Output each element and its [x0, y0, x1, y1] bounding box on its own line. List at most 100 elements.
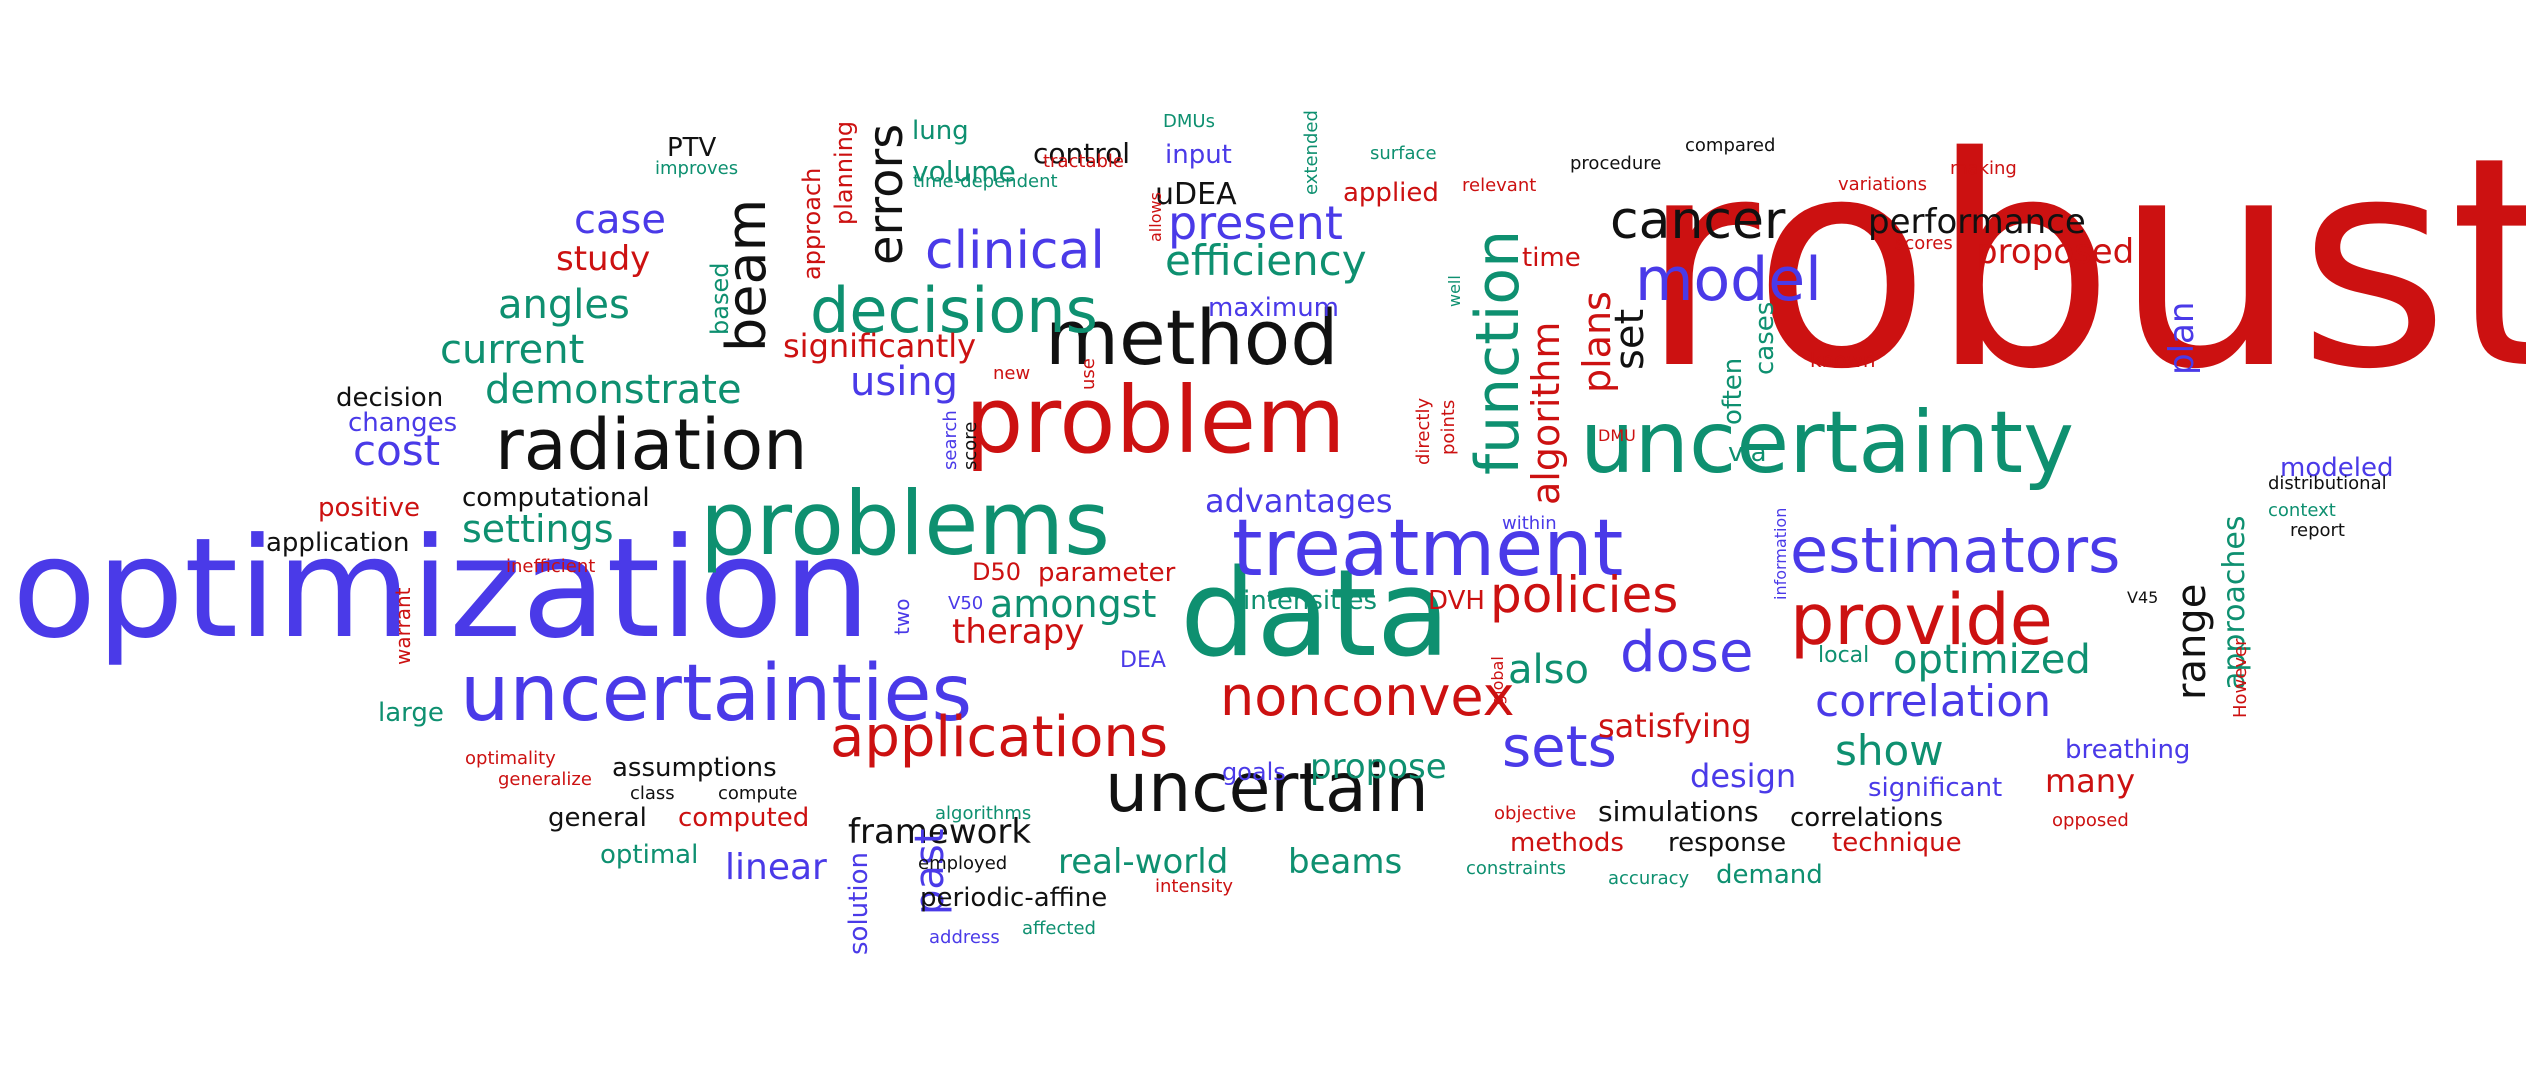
word-correlation: correlation: [1815, 676, 2052, 727]
word-two: two: [890, 598, 914, 635]
word-errors: errors: [858, 123, 914, 265]
word-assumptions: assumptions: [612, 753, 777, 783]
word-time: time: [1522, 243, 1581, 273]
word-application: application: [266, 528, 410, 558]
word-d50: D50: [972, 558, 1022, 586]
word-satisfying: satisfying: [1598, 707, 1752, 745]
word-uncertainties: uncertainties: [460, 649, 973, 739]
word-linear: linear: [725, 847, 827, 888]
word-allows: allows: [1146, 192, 1165, 242]
word-significantly: significantly: [783, 327, 977, 365]
word-correlations: correlations: [1790, 803, 1944, 833]
word-algorithms: algorithms: [935, 803, 1032, 824]
word-policies: policies: [1490, 566, 1679, 624]
word-relevant: relevant: [1462, 175, 1537, 196]
word-based: based: [706, 262, 734, 335]
word-case: case: [574, 197, 666, 243]
word-model: model: [1635, 245, 1822, 315]
word-inefficient: inefficient: [506, 556, 596, 577]
word-robust: robust: [1640, 96, 2526, 433]
word-applied: applied: [1343, 178, 1439, 208]
word-design: design: [1690, 757, 1797, 795]
word-sets: sets: [1502, 715, 1617, 780]
word-making: making: [1950, 158, 2017, 179]
word-distributional: distributional: [2268, 473, 2387, 494]
word-control: control: [1033, 137, 1131, 170]
word-search: search: [940, 410, 961, 470]
word-cancer: cancer: [1610, 191, 1786, 251]
word-maximum: maximum: [1208, 293, 1340, 323]
word-plan: plan: [2162, 301, 2202, 375]
word-accuracy: accuracy: [1608, 868, 1690, 889]
word-constraints: constraints: [1466, 858, 1567, 879]
word-demonstrate: demonstrate: [485, 367, 742, 413]
word-propose: propose: [1310, 747, 1447, 787]
word-using: using: [850, 359, 959, 405]
word-real-world: real-world: [1058, 842, 1229, 882]
word-performance: performance: [1868, 202, 2086, 242]
word-range: range: [2169, 583, 2215, 700]
word-solution: solution: [844, 852, 874, 955]
word-well: well: [1445, 275, 1464, 307]
word-compared: compared: [1685, 135, 1776, 156]
word-input: input: [1165, 140, 1232, 170]
word-v45: V45: [2127, 588, 2159, 607]
word-uncertainty: uncertainty: [1580, 393, 2074, 493]
word-dmu: DMU: [1598, 426, 1636, 445]
word-points: points: [1438, 399, 1459, 455]
word-goals: goals: [1222, 758, 1286, 786]
word-dvh: DVH: [1428, 586, 1485, 616]
word-clinical: clinical: [925, 221, 1105, 281]
word-settings: settings: [462, 507, 614, 551]
word-nonconvex: nonconvex: [1220, 665, 1515, 728]
word-extended: extended: [1301, 110, 1322, 195]
word-new: new: [993, 363, 1031, 384]
word-problem: problem: [965, 367, 1346, 474]
word-v50: V50: [948, 593, 984, 614]
word-many: many: [2045, 762, 2135, 800]
word-context: context: [2268, 500, 2336, 521]
word-methods: methods: [1510, 828, 1624, 858]
word-local: local: [1818, 643, 1870, 668]
word-method: method: [1045, 293, 1339, 382]
word-intensities: intensities: [1243, 586, 1378, 616]
word-also: also: [1508, 647, 1589, 693]
word-scores: scores: [1895, 233, 1953, 254]
word-lung: lung: [912, 116, 969, 146]
word-large: large: [378, 698, 444, 728]
word-often: often: [1718, 357, 1748, 425]
word-surface: surface: [1370, 143, 1437, 164]
word-objective: objective: [1494, 803, 1577, 824]
word-optimized: optimized: [1893, 637, 2091, 683]
word-show: show: [1835, 726, 1944, 775]
word-study: study: [556, 239, 651, 279]
word-use: use: [1078, 358, 1099, 390]
word-uncertain: uncertain: [1105, 749, 1429, 828]
word-set: set: [1607, 308, 1653, 370]
word-proposed: proposed: [1976, 232, 2135, 272]
word-employed: employed: [918, 853, 1008, 874]
word-function: function: [1463, 229, 1533, 475]
word-provide: provide: [1790, 579, 2053, 661]
word-within: within: [1502, 513, 1557, 534]
word-significant: significant: [1868, 773, 2003, 803]
word-demand: demand: [1716, 860, 1823, 890]
word-via: via: [1728, 438, 1767, 468]
word-applications: applications: [830, 705, 1169, 770]
word-compute: compute: [718, 783, 798, 804]
word-affected: affected: [1022, 918, 1096, 939]
word-directly: directly: [1413, 397, 1434, 465]
word-framework: framework: [848, 812, 1032, 852]
word-technique: technique: [1832, 828, 1962, 858]
word-planning: planning: [830, 120, 858, 225]
word-radiation: radiation: [495, 404, 808, 486]
word-opposed: opposed: [2052, 810, 2129, 831]
word-ptv: PTV: [667, 133, 717, 163]
word-general: general: [548, 803, 647, 833]
word-optimality: optimality: [465, 748, 556, 769]
word-warrant: warrant: [391, 587, 415, 665]
word-beams: beams: [1288, 842, 1403, 882]
word-efficiency: efficiency: [1165, 236, 1367, 285]
word-cases: cases: [1750, 301, 1780, 375]
word-tractable: tractable: [1043, 151, 1124, 172]
